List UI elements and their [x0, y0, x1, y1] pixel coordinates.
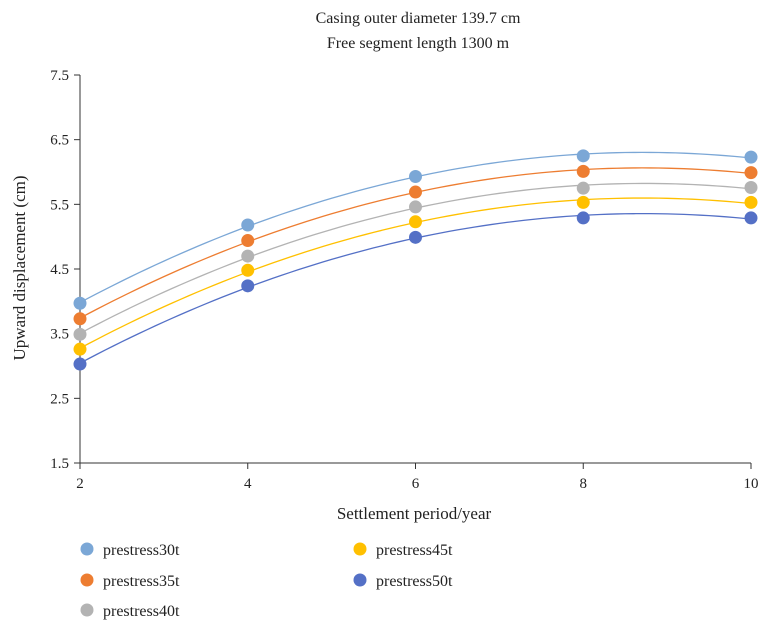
data-point-prestress50t — [241, 279, 255, 293]
chart-title-line-2: Free segment length 1300 m — [327, 35, 510, 52]
data-point-prestress30t — [409, 170, 422, 184]
data-point-prestress50t — [73, 357, 87, 371]
data-point-prestress35t — [73, 312, 87, 326]
y-tick-label: 3.5 — [50, 327, 69, 343]
data-point-prestress45t — [576, 195, 590, 209]
legend-label-prestress30t: prestress30t — [103, 542, 180, 559]
y-tick-label: 7.5 — [50, 68, 69, 84]
legend-marker-prestress35t — [80, 573, 94, 587]
x-tick-label: 6 — [412, 476, 420, 492]
y-tick-label: 4.5 — [50, 262, 69, 278]
data-point-prestress45t — [73, 342, 87, 356]
data-point-prestress45t — [409, 215, 422, 229]
data-point-prestress40t — [409, 200, 422, 214]
legend-label-prestress45t: prestress45t — [376, 542, 453, 559]
y-tick-label: 6.5 — [50, 133, 69, 149]
data-point-prestress40t — [73, 327, 87, 341]
data-point-prestress50t — [409, 230, 422, 244]
plot-area: 1.5 2.5 3.5 4.5 5.5 6.5 7.5 2 4 6 8 10 — [50, 68, 758, 492]
data-point-prestress40t — [744, 181, 758, 195]
x-tick-label: 8 — [580, 476, 588, 492]
legend-marker-prestress40t — [80, 603, 94, 617]
legend-marker-prestress50t — [353, 573, 367, 587]
data-point-prestress30t — [73, 296, 87, 310]
legend-marker-prestress30t — [80, 542, 94, 556]
legend-label-prestress35t: prestress35t — [103, 573, 180, 590]
y-tick-label: 5.5 — [50, 197, 69, 213]
data-point-prestress45t — [744, 195, 758, 209]
data-point-prestress35t — [576, 164, 590, 178]
legend-marker-prestress45t — [353, 542, 367, 556]
data-point-prestress45t — [241, 263, 255, 277]
y-axis-title: Upward displacement (cm) — [10, 175, 29, 360]
data-point-prestress50t — [744, 211, 758, 225]
legend-label-prestress40t: prestress40t — [103, 603, 180, 620]
y-tick-label: 2.5 — [50, 391, 69, 407]
data-point-prestress35t — [409, 185, 422, 199]
legend: prestress30t prestress35t prestress40t pres… — [80, 542, 453, 620]
x-tick-label: 4 — [244, 476, 252, 492]
x-axis-title: Settlement period/year — [337, 504, 492, 523]
legend-label-prestress50t: prestress50t — [376, 573, 453, 590]
data-point-prestress40t — [576, 181, 590, 195]
data-point-prestress50t — [576, 211, 590, 225]
x-tick-label: 10 — [744, 476, 759, 492]
data-point-prestress30t — [576, 149, 590, 163]
data-point-prestress35t — [744, 166, 758, 180]
data-point-prestress30t — [241, 218, 255, 232]
chart-title-line-1: Casing outer diameter 139.7 cm — [316, 10, 521, 27]
y-tick-label: 1.5 — [50, 456, 69, 472]
data-point-prestress40t — [241, 249, 255, 263]
data-point-prestress35t — [241, 234, 255, 248]
x-tick-label: 2 — [76, 476, 84, 492]
data-point-prestress30t — [744, 150, 758, 164]
